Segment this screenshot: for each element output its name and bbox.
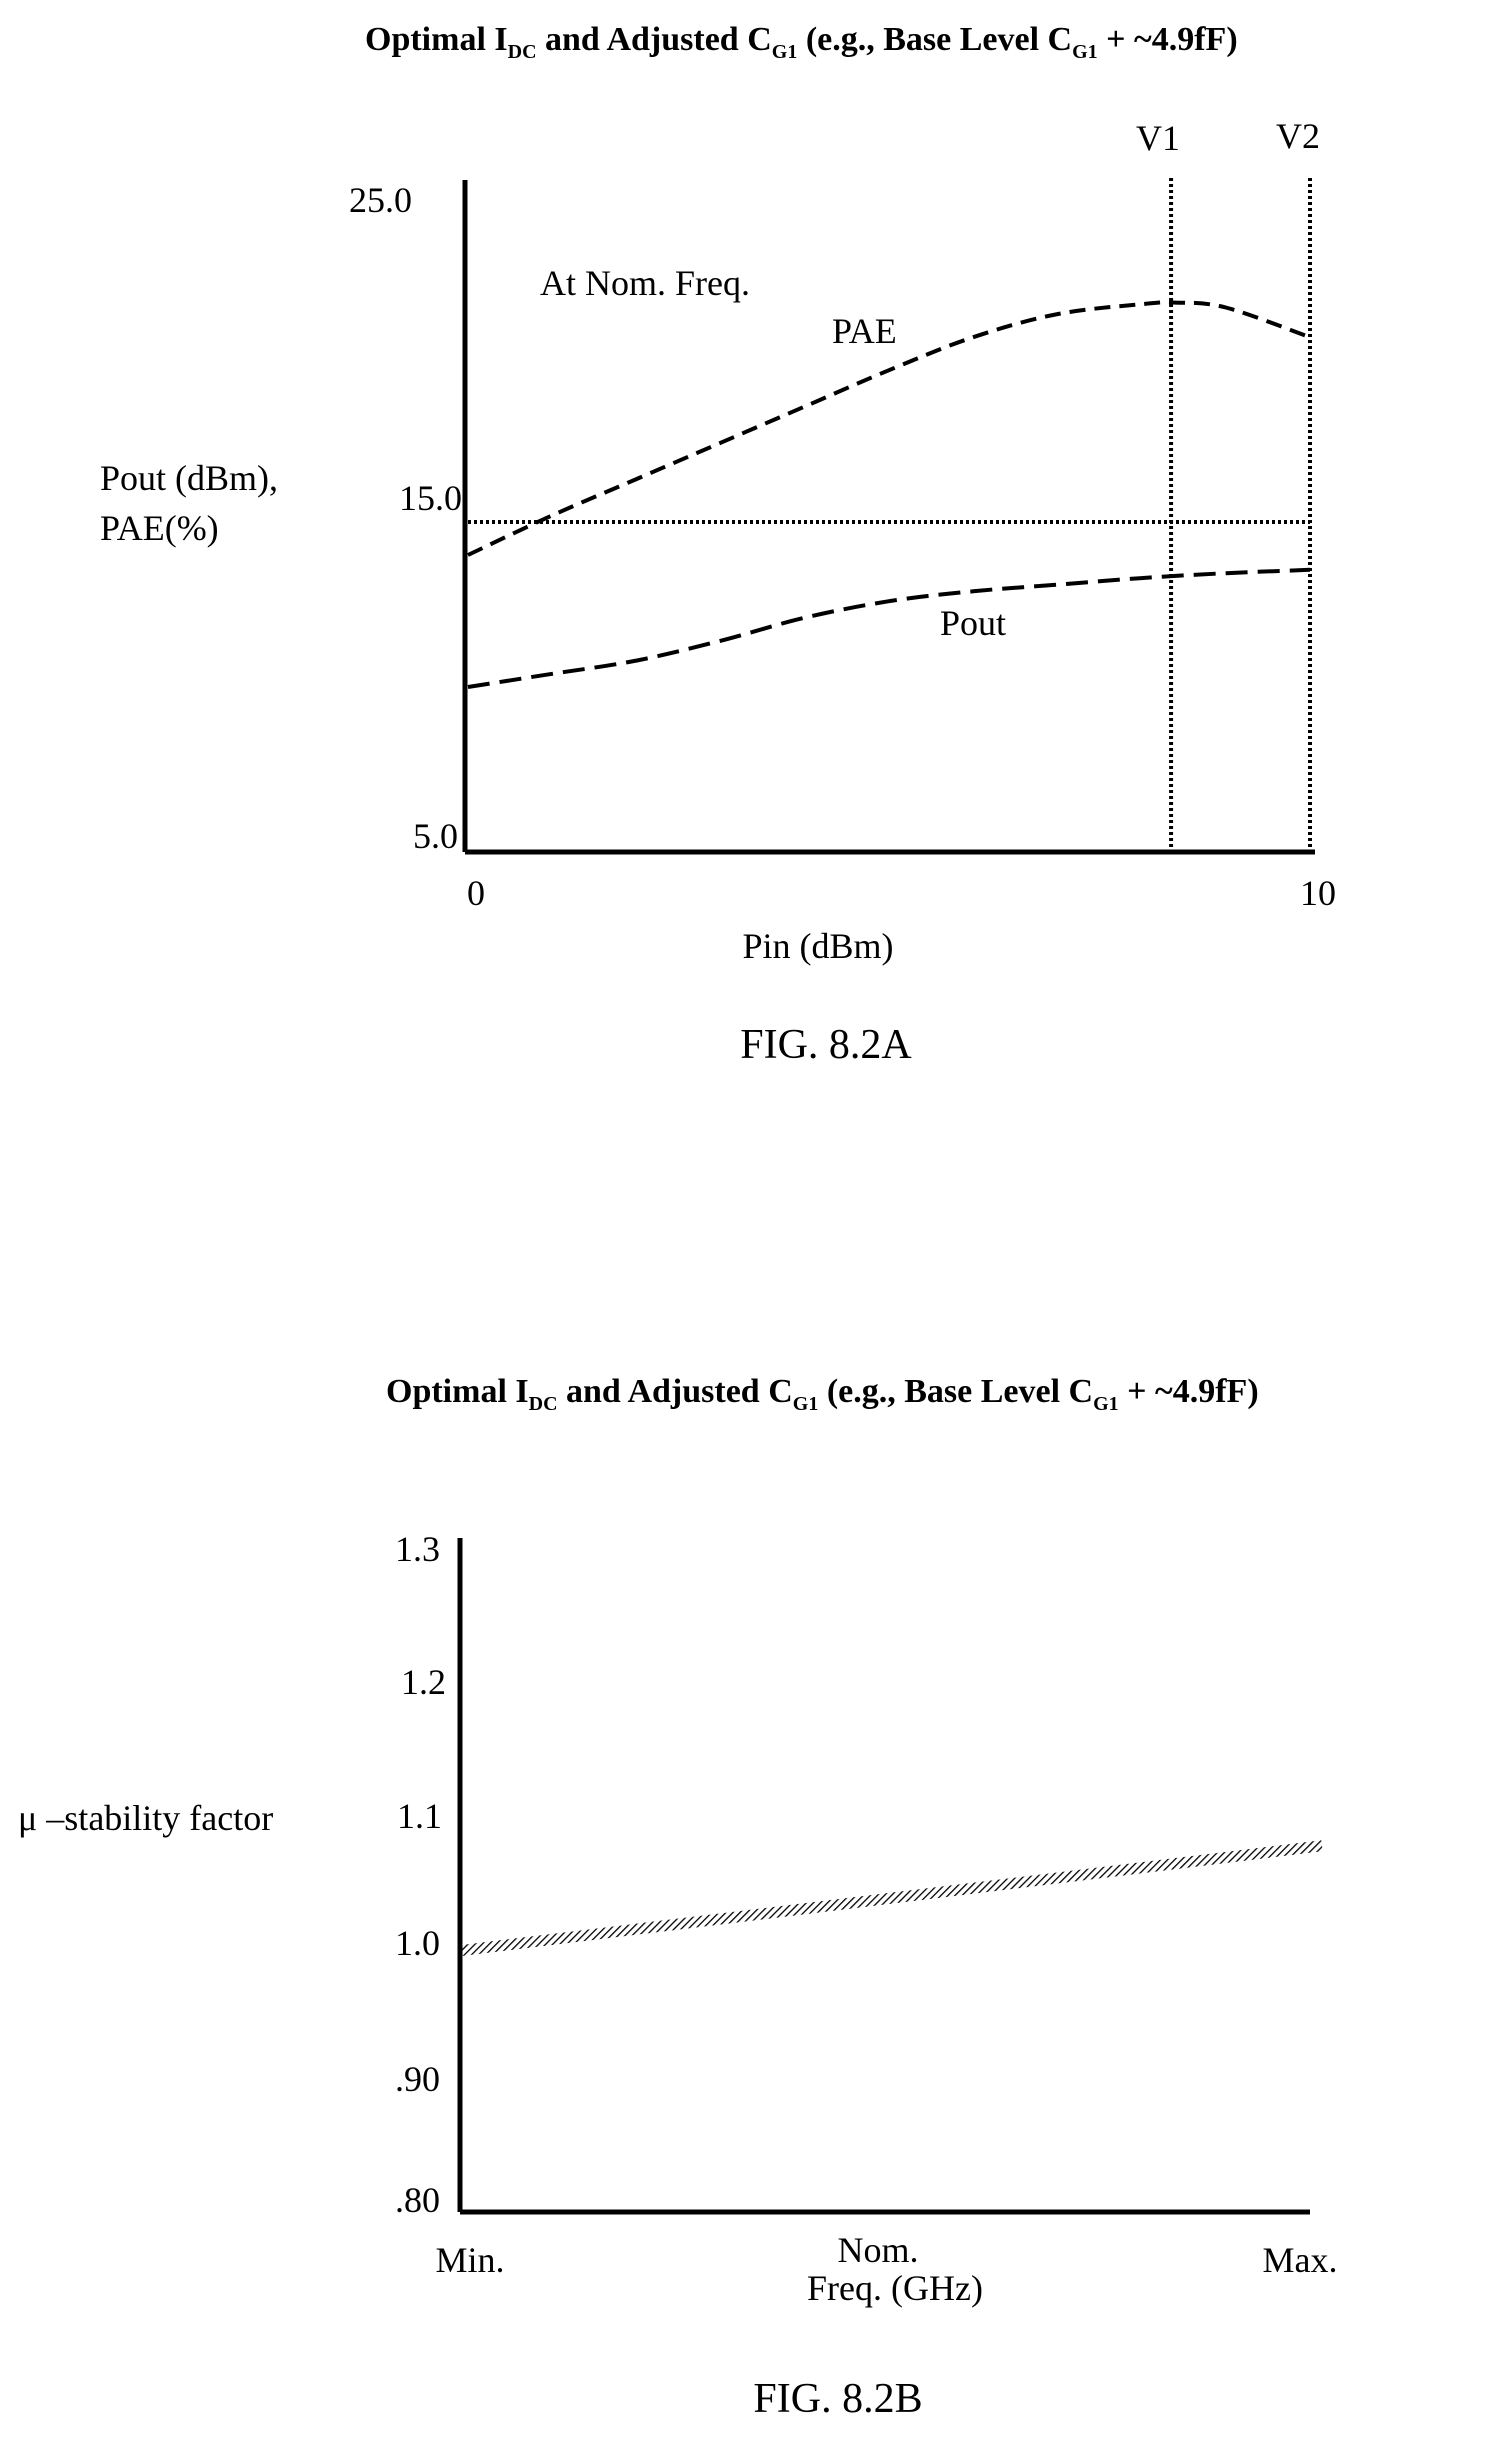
y-axis-label: μ –stability factor [18,1798,273,1838]
plot-area-fig-8-2a [467,178,1312,852]
y-tick-label: .80 [395,2180,440,2220]
figure-label-8-2a: FIG. 8.2A [740,1022,912,1068]
y-axis-label-line-2: PAE(%) [100,508,219,548]
chart-fig-8-2b: Optimal IDC and Adjusted CG1 (e.g., Base… [18,1373,1338,2422]
x-axis-label: Freq. (GHz) [807,2268,983,2308]
y-tick-label: 5.0 [413,816,458,856]
x-tick-label-min: Min. [435,2240,504,2280]
series-line-stability-factor [461,1840,1323,1956]
x-tick-label: 0 [467,873,485,913]
x-axis-label: Pin (dBm) [742,926,893,966]
series-label-pout: Pout [940,603,1006,643]
title-fig-8-2b: Optimal IDC and Adjusted CG1 (e.g., Base… [386,1373,1259,1415]
y-tick-label: .90 [395,2059,440,2099]
series-line-pae [467,300,1311,557]
x-tick-label: 10 [1300,873,1336,913]
y-tick-label: 25.0 [349,180,412,220]
series-line-pout [467,567,1311,689]
annotation-nom-freq: At Nom. Freq. [540,263,750,303]
y-tick-label: 1.3 [395,1529,440,1569]
title-fig-8-2a: Optimal IDC and Adjusted CG1 (e.g., Base… [365,21,1238,63]
plot-area-fig-8-2b [461,1840,1323,1956]
marker-label-v2: V2 [1276,116,1320,156]
y-axis-label-line-1: Pout (dBm), [100,458,278,498]
figure-label-8-2b: FIG. 8.2B [753,2376,922,2422]
x-tick-label-nom: Nom. [838,2230,919,2270]
series-label-pae: PAE [832,311,897,351]
y-tick-label: 1.0 [395,1923,440,1963]
y-tick-label: 15.0 [399,478,462,518]
y-tick-label: 1.2 [401,1662,446,1702]
chart-fig-8-2a: Optimal IDC and Adjusted CG1 (e.g., Base… [100,21,1336,1068]
y-tick-label: 1.1 [397,1796,442,1836]
marker-label-v1: V1 [1136,118,1180,158]
x-tick-label-max: Max. [1263,2240,1338,2280]
